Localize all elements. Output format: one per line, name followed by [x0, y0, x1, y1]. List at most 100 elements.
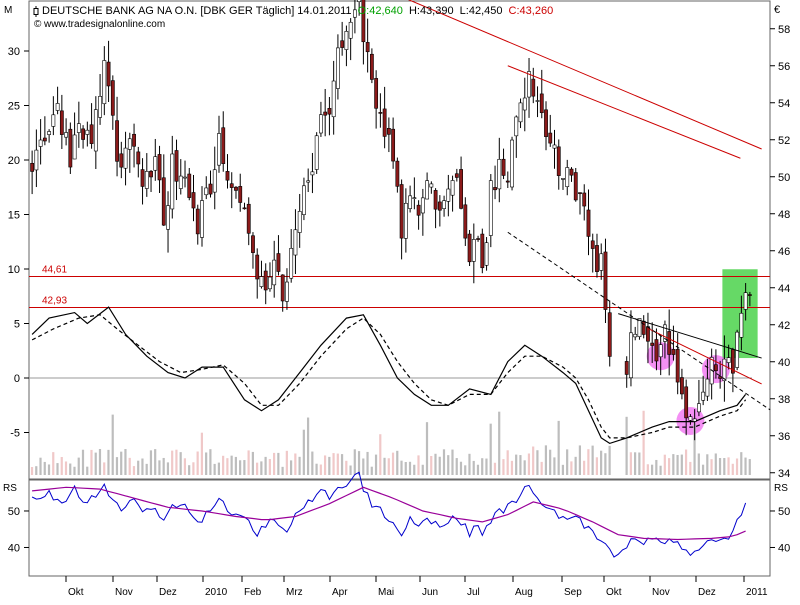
- volume-bar: [213, 463, 216, 475]
- volume-bar: [515, 454, 518, 475]
- volume-bar: [243, 460, 246, 475]
- candle-body: [471, 239, 476, 262]
- left-axis-tick-label: 0: [14, 373, 20, 385]
- volume-bar: [256, 462, 259, 475]
- candle-body: [59, 110, 64, 135]
- copyright-icon: ©: [34, 19, 42, 30]
- candle-body: [429, 183, 434, 188]
- volume-bar: [349, 465, 352, 475]
- candle-body: [425, 180, 430, 200]
- candle-body: [187, 173, 192, 198]
- volume-bar: [383, 457, 386, 475]
- candle-body: [701, 391, 706, 401]
- volume-bar: [302, 429, 305, 475]
- volume-bar: [353, 449, 356, 475]
- volume-bar: [149, 450, 153, 475]
- volume-bar: [553, 457, 556, 475]
- candle-body: [229, 183, 234, 188]
- candle-body: [38, 139, 43, 147]
- candle-body: [726, 357, 731, 363]
- left-axis-tick-label: 30: [8, 46, 20, 58]
- volume-bar: [455, 458, 458, 475]
- candle-body: [106, 61, 111, 87]
- volume-bar: [510, 460, 514, 475]
- volume-bar: [672, 454, 675, 475]
- volume-bar: [30, 466, 34, 475]
- candle-body: [739, 312, 744, 338]
- volume-bar: [332, 453, 335, 475]
- candle-body: [705, 378, 710, 397]
- candle-body: [535, 100, 540, 102]
- candle-body: [110, 80, 115, 116]
- rsi-lines: [31, 471, 747, 558]
- volume-bar: [273, 452, 276, 475]
- candle-body: [416, 204, 421, 216]
- candle-body: [505, 180, 510, 183]
- trendline: [647, 328, 762, 385]
- oscillator-fast-line: [31, 306, 747, 445]
- volume-bar: [684, 449, 688, 475]
- candle-body: [633, 333, 638, 338]
- candle-body: [306, 180, 311, 183]
- volume-bar: [264, 456, 267, 475]
- right-axis-tick-label: 50: [778, 172, 790, 184]
- price-panel-frame: [28, 0, 771, 480]
- volume-bar: [124, 449, 127, 475]
- volume-bar: [268, 459, 271, 475]
- candle-body: [251, 235, 255, 253]
- volume-bar: [540, 461, 543, 475]
- candle-body: [501, 158, 506, 176]
- volume-bar: [39, 457, 42, 475]
- candle-body: [561, 178, 565, 180]
- volume-bar: [506, 450, 509, 475]
- candle-body: [539, 93, 544, 114]
- volume-bar: [323, 455, 327, 475]
- candle-body: [603, 251, 608, 310]
- candle-body: [200, 200, 204, 238]
- volume-bar: [608, 445, 611, 475]
- candle-body: [132, 133, 136, 147]
- candle-body: [365, 42, 370, 53]
- x-axis-tick-label: Apr: [332, 587, 348, 598]
- candle-body: [259, 276, 264, 287]
- rsi-left-tick-label: 40: [8, 542, 20, 554]
- volume-bar: [663, 454, 666, 475]
- candle-body: [433, 190, 438, 210]
- x-axis-tick-label: Dez: [698, 587, 716, 598]
- candle-body: [624, 361, 629, 375]
- volume-bar: [336, 453, 339, 475]
- candle-body: [412, 197, 417, 199]
- volume-bar: [137, 460, 140, 475]
- volume-bar: [523, 460, 526, 475]
- volume-bar: [493, 462, 497, 475]
- chart-header: DEUTSCHE BANK AG NA O.N. [DBK GER Täglic…: [3, 4, 788, 494]
- candle-body: [42, 137, 47, 142]
- candle-body: [310, 171, 315, 176]
- candle-body: [514, 116, 519, 137]
- candle-body: [408, 195, 413, 209]
- right-axis-tick-label: 58: [778, 24, 790, 36]
- volume-bar: [43, 461, 46, 475]
- volume-bar: [239, 460, 242, 475]
- candle-body: [289, 248, 294, 279]
- volume-bar: [192, 462, 195, 475]
- volume-bar: [209, 449, 212, 475]
- candle-body: [629, 332, 633, 379]
- volume-bar: [56, 463, 59, 475]
- volume-bar: [566, 449, 569, 475]
- candle-body: [153, 156, 158, 171]
- candle-body: [565, 167, 570, 188]
- right-axis-tick-label: 36: [778, 431, 790, 443]
- candle-body: [204, 187, 209, 196]
- volume-bar: [188, 465, 191, 475]
- x-axis-tick-label: Aug: [515, 587, 533, 598]
- source-label: www.tradesignalonline.com: [43, 19, 165, 30]
- volume-bar: [396, 450, 399, 475]
- volume-bar: [374, 454, 378, 475]
- candle-body: [692, 418, 697, 422]
- volume-bar: [366, 451, 369, 475]
- candle-body: [68, 128, 73, 168]
- volume-bar: [175, 449, 178, 475]
- right-axis-tick-label: 44: [778, 283, 790, 295]
